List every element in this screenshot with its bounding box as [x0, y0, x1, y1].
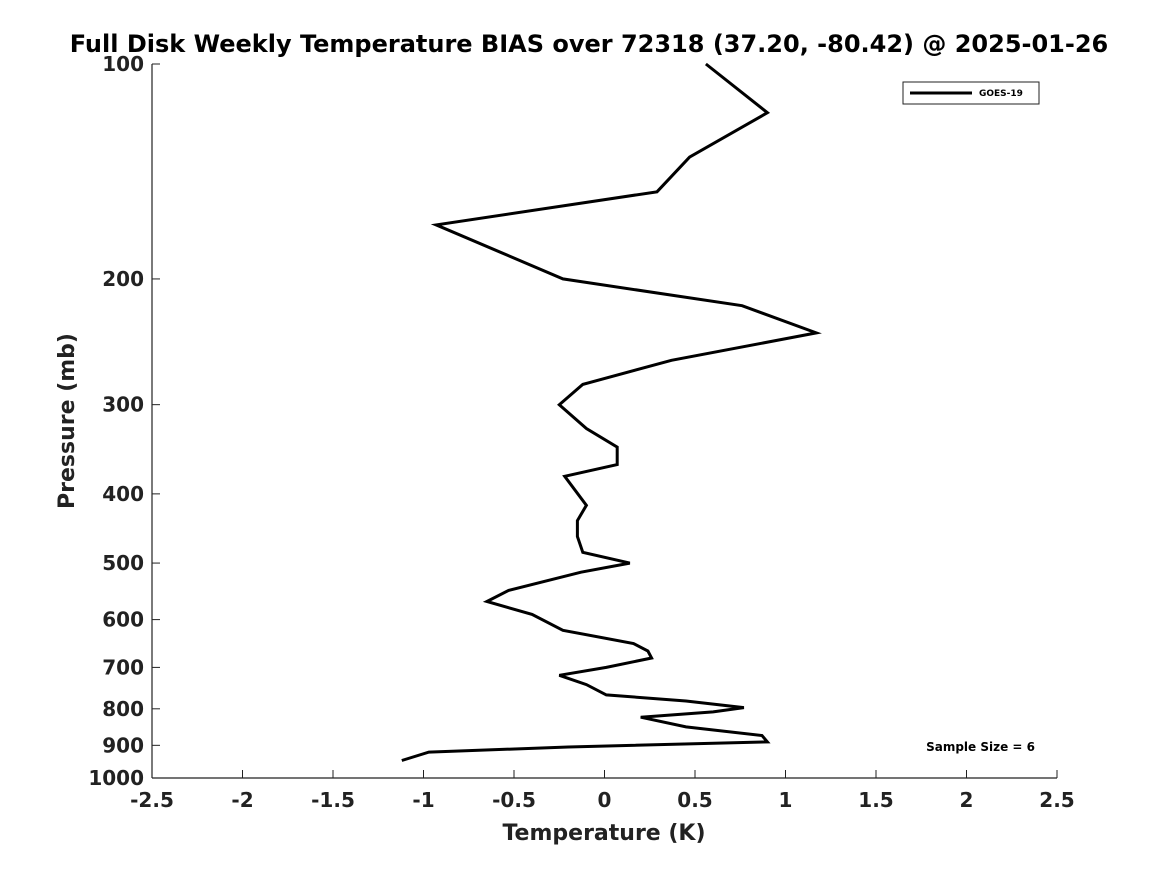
x-tick-label: 1: [779, 788, 793, 812]
x-tick-label: 1.5: [858, 788, 893, 812]
x-tick-label: 0.5: [677, 788, 712, 812]
y-tick-label: 900: [102, 733, 144, 757]
sample-size-annotation: Sample Size = 6: [926, 740, 1035, 754]
y-tick-label: 700: [102, 655, 144, 679]
y-axis-label: Pressure (mb): [55, 333, 80, 509]
x-tick-label: -1.5: [311, 788, 355, 812]
x-ticks: -2.5 -2 -1.5 -1 -0.5 0 0.5 1 1.5 2 2.5: [130, 770, 1075, 812]
y-tick-label: 200: [102, 267, 144, 291]
y-tick-label: 100: [102, 52, 144, 76]
x-tick-label: 0: [598, 788, 612, 812]
y-tick-label: 300: [102, 393, 144, 417]
plot-area: -2.5 -2 -1.5 -1 -0.5 0 0.5 1 1.5 2 2.5 100 200 300 40…: [88, 52, 1074, 812]
x-tick-label: -1: [412, 788, 434, 812]
y-tick-label: 500: [102, 551, 144, 575]
y-tick-label: 1000: [88, 766, 144, 790]
x-tick-label: -2: [231, 788, 253, 812]
y-ticks: 100 200 300 400 500 600 700 800 900 1000: [88, 52, 160, 790]
series-line-goes-19: [401, 62, 822, 762]
y-tick-label: 600: [102, 608, 144, 632]
y-tick-label: 400: [102, 482, 144, 506]
legend: GOES-19: [902, 81, 1040, 105]
x-tick-label: 2.5: [1039, 788, 1074, 812]
x-tick-label: -0.5: [492, 788, 536, 812]
x-tick-label: 2: [960, 788, 974, 812]
legend-entry-goes-19: GOES-19: [979, 89, 1023, 99]
x-axis-label: Temperature (K): [502, 821, 705, 846]
chart-title: Full Disk Weekly Temperature BIAS over 7…: [70, 30, 1109, 58]
y-tick-label: 800: [102, 697, 144, 721]
x-tick-label: -2.5: [130, 788, 174, 812]
